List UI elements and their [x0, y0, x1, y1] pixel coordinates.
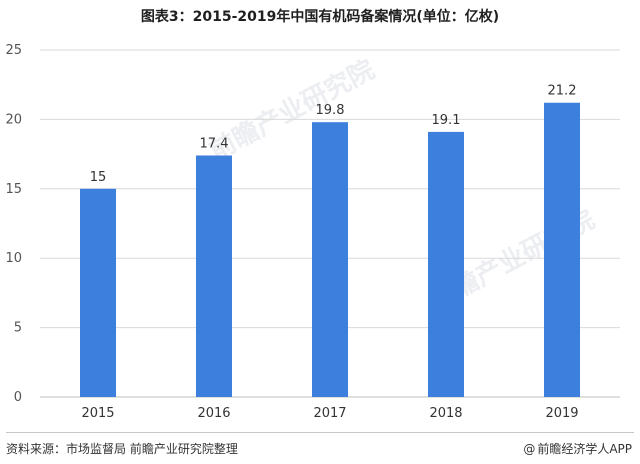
- bar-value-label: 19.8: [316, 103, 345, 118]
- brand-text: 前瞻经济学人APP: [537, 442, 632, 456]
- bar: [196, 155, 232, 397]
- bar: [80, 188, 116, 397]
- y-tick-label: 10: [5, 251, 22, 266]
- bar-value-label: 21.2: [548, 84, 577, 99]
- y-tick-label: 0: [14, 390, 22, 405]
- x-tick-label: 2019: [545, 406, 578, 421]
- x-tick-label: 2015: [81, 406, 114, 421]
- source-note: 资料来源：市场监督局 前瞻产业研究院整理: [6, 442, 238, 456]
- bar-chart: 0 5 10 15 20 25 15 2015 17.4 2016 19.8 2017 19.1 2018…: [5, 43, 620, 421]
- y-tick-label: 5: [14, 321, 22, 336]
- y-tick-label: 25: [5, 43, 22, 58]
- x-tick-label: 2016: [197, 406, 230, 421]
- bar: [544, 102, 580, 397]
- footer: 资料来源：市场监督局 前瞻产业研究院整理 @ 前瞻经济学人APP: [0, 432, 640, 464]
- footer-divider: [6, 432, 634, 433]
- bar: [312, 122, 348, 398]
- chart-title: 图表3：2015-2019年中国有机码备案情况(单位：亿枚): [140, 9, 500, 25]
- x-tick-label: 2018: [429, 406, 462, 421]
- at-icon: @: [523, 442, 536, 456]
- brand-credit: @ 前瞻经济学人APP: [523, 440, 632, 457]
- bar: [428, 131, 464, 397]
- bar-value-label: 15: [90, 170, 107, 185]
- y-tick-label: 15: [5, 182, 22, 197]
- x-tick-label: 2017: [313, 406, 346, 421]
- bar-value-label: 17.4: [200, 136, 229, 151]
- y-tick-label: 20: [5, 112, 22, 127]
- bar-value-label: 19.1: [432, 113, 461, 128]
